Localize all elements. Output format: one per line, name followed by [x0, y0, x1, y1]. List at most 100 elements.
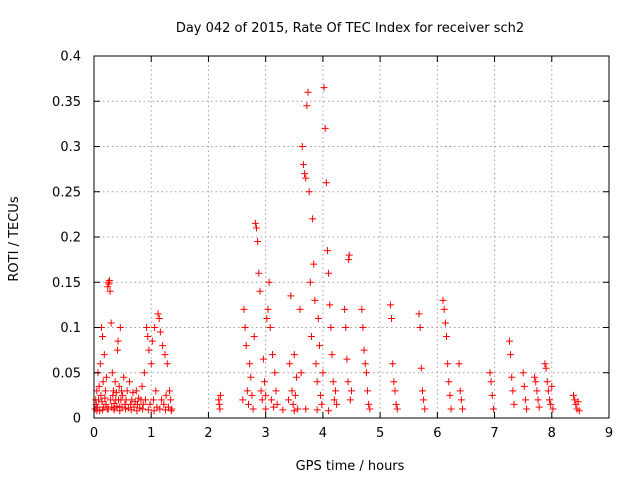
data-point — [242, 342, 250, 350]
data-point — [101, 387, 109, 395]
data-point — [264, 305, 272, 313]
data-point — [103, 373, 111, 381]
data-point — [362, 369, 370, 377]
data-point — [510, 400, 518, 408]
data-point — [133, 407, 141, 415]
data-point — [447, 405, 455, 413]
data-points — [91, 84, 583, 415]
data-point — [159, 342, 167, 350]
data-point — [325, 269, 333, 277]
data-point — [129, 389, 137, 397]
data-point — [386, 301, 394, 309]
data-point — [258, 396, 266, 404]
data-point — [575, 407, 583, 415]
data-point — [216, 391, 224, 399]
x-tick-label: 0 — [90, 426, 98, 441]
y-axis-label: ROTI / TECUs — [7, 196, 22, 281]
data-point — [505, 337, 513, 345]
data-point — [415, 310, 423, 318]
data-point — [152, 387, 160, 395]
y-axis: 0 0.05 0.1 0.15 0.2 0.25 0.3 0.35 0.4 — [52, 50, 609, 427]
data-point — [160, 400, 168, 408]
data-point — [441, 319, 449, 327]
data-point — [144, 406, 152, 414]
data-point — [444, 360, 452, 368]
data-point — [251, 219, 259, 227]
data-point — [290, 407, 298, 415]
data-point — [305, 188, 313, 196]
data-point — [116, 407, 124, 415]
data-point — [417, 364, 425, 372]
data-point — [541, 360, 549, 368]
data-point — [97, 391, 105, 399]
y-tick-label: 0.4 — [60, 50, 81, 65]
data-point — [139, 405, 147, 413]
data-point — [150, 407, 158, 415]
data-point — [140, 369, 148, 377]
data-point — [325, 407, 333, 415]
x-axis: 0 1 2 3 4 5 6 7 8 9 — [90, 56, 613, 441]
data-point — [359, 324, 367, 331]
data-point — [248, 391, 256, 399]
data-point — [265, 278, 273, 286]
data-point — [291, 391, 299, 399]
data-point — [148, 337, 156, 345]
data-point — [272, 387, 280, 395]
data-point — [120, 373, 128, 381]
data-point — [246, 360, 254, 368]
data-point — [144, 333, 152, 341]
data-point — [442, 333, 450, 341]
x-tick-label: 9 — [605, 426, 613, 441]
data-point — [328, 351, 336, 359]
data-point — [315, 342, 323, 350]
data-point — [311, 296, 319, 304]
data-point — [313, 378, 321, 386]
data-point — [545, 396, 553, 404]
data-point — [95, 396, 103, 404]
grid — [94, 56, 609, 418]
data-point — [239, 396, 247, 404]
data-point — [331, 387, 339, 395]
data-point — [285, 396, 293, 404]
data-point — [489, 405, 497, 413]
data-point — [393, 405, 401, 413]
data-point — [153, 403, 161, 411]
data-point — [303, 102, 311, 110]
data-point — [345, 251, 353, 259]
data-point — [262, 405, 270, 413]
data-point — [123, 387, 131, 395]
data-point — [391, 387, 399, 395]
data-point — [156, 405, 164, 413]
y-tick-label: 0 — [73, 412, 81, 427]
data-point — [293, 373, 301, 381]
data-point — [322, 179, 330, 187]
y-tick-label: 0.25 — [52, 185, 81, 200]
data-point — [243, 387, 251, 395]
data-point — [138, 382, 146, 390]
data-point — [319, 369, 327, 377]
data-point — [256, 287, 264, 295]
data-point — [249, 405, 257, 413]
data-point — [389, 360, 397, 368]
data-point — [329, 378, 337, 386]
data-point — [95, 382, 103, 390]
data-point — [139, 400, 147, 408]
data-point — [142, 396, 149, 404]
data-point — [286, 360, 294, 368]
data-point — [215, 400, 223, 408]
data-point — [358, 305, 366, 313]
data-point — [163, 360, 171, 368]
data-point — [390, 378, 398, 386]
data-point — [310, 260, 318, 268]
data-point — [111, 378, 119, 386]
data-point — [320, 84, 328, 92]
data-point — [162, 406, 170, 414]
data-point — [532, 378, 540, 386]
y-tick-label: 0.15 — [52, 276, 81, 291]
x-tick-label: 4 — [319, 426, 327, 441]
data-point — [150, 396, 158, 404]
y-tick-label: 0.1 — [60, 321, 81, 336]
data-point — [168, 405, 176, 413]
data-point — [488, 391, 496, 399]
data-point — [257, 387, 265, 395]
